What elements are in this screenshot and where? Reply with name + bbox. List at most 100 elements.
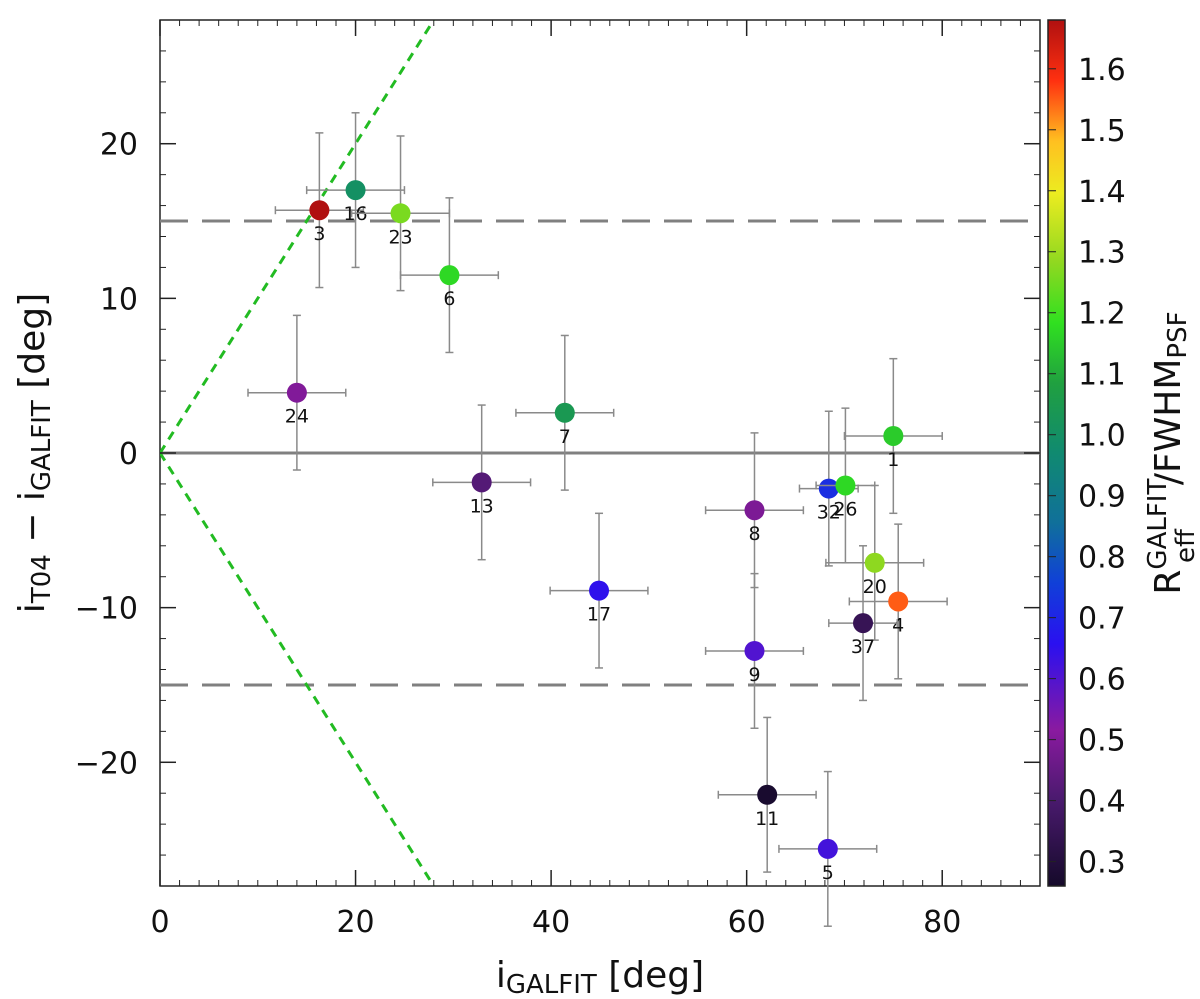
point-marker — [817, 838, 838, 859]
colorbar-tick-label-3: 0.6 — [1078, 663, 1126, 698]
point-label: 37 — [851, 636, 875, 658]
colorbar-tick-label-4: 0.7 — [1078, 602, 1126, 637]
y-tick-label-4: 20 — [100, 128, 138, 163]
colorbar — [1047, 19, 1066, 887]
colorbar-tick-label-2: 0.5 — [1078, 724, 1126, 759]
point-marker — [818, 478, 839, 499]
x-axis-title: iGALFIT [deg] — [496, 955, 704, 999]
data-point-6: 6 — [399, 197, 500, 354]
point-marker — [864, 552, 885, 573]
colorbar-tick-label-10: 1.3 — [1078, 236, 1126, 271]
point-label: 1 — [887, 449, 899, 471]
colorbar-tick-label-13: 1.6 — [1078, 53, 1126, 88]
point-label: 13 — [470, 495, 494, 517]
point-label: 16 — [343, 203, 367, 225]
point-marker — [883, 425, 904, 446]
y-tick-label-2: 0 — [119, 437, 138, 472]
x-tick-label-1: 20 — [336, 905, 374, 940]
y-axis-title-main1: i — [12, 603, 53, 613]
colorbar-tick-label-1: 0.4 — [1078, 785, 1126, 820]
data-point-16: 16 — [305, 112, 406, 269]
point-marker — [345, 180, 366, 201]
point-label: 32 — [817, 502, 841, 524]
data-point-26: 26 — [815, 407, 876, 564]
data-point-24: 24 — [247, 314, 347, 471]
data-point-37: 37 — [828, 545, 898, 702]
data-point-3: 3 — [274, 132, 365, 289]
x-tick-label-4: 80 — [923, 905, 961, 940]
x-tick-label-3: 60 — [728, 905, 766, 940]
diagonal-line-upper — [160, 20, 436, 454]
colorbar-title-sub: eff — [1171, 528, 1200, 563]
point-marker — [471, 472, 492, 493]
tick-labels: 0 20 40 60 80 −20 −10 0 10 20 — [75, 128, 962, 940]
data-point-23: 23 — [350, 135, 451, 292]
data-point-32: 32 — [798, 410, 859, 567]
point-marker — [554, 402, 575, 423]
point-label: 20 — [863, 576, 887, 598]
colorbar-tick-label-8: 1.1 — [1078, 358, 1126, 393]
y-tick-label-1: −10 — [75, 592, 138, 627]
x-axis-title-main: i — [496, 955, 506, 996]
point-marker — [835, 475, 856, 496]
colorbar-tick-label-7: 1.0 — [1078, 419, 1126, 454]
colorbar-title: RGALFITeff/FWHMPSF — [1143, 311, 1200, 594]
colorbar-tick-label-11: 1.4 — [1078, 175, 1126, 210]
point-marker — [286, 382, 307, 403]
data-point-8: 8 — [704, 432, 805, 589]
y-axis-title-minus: − — [12, 501, 53, 554]
point-marker — [744, 500, 765, 521]
data-point-17: 17 — [549, 512, 649, 669]
x-axis-title-sub: GALFIT — [506, 970, 597, 999]
point-label: 4 — [892, 614, 904, 636]
diagonal-line-lower — [160, 452, 436, 886]
point-marker — [390, 203, 411, 224]
colorbar-title-slash: /FWHM — [1148, 359, 1189, 486]
data-point-9: 9 — [704, 572, 805, 730]
axis-ticks — [159, 19, 1041, 887]
point-label: 8 — [748, 523, 760, 545]
data-point-11: 11 — [717, 716, 817, 873]
colorbar-ticks: 0.3 0.4 0.5 0.6 0.7 0.8 0.9 1.0 1.1 1.2 1.3 1.4 1.5 1… — [1048, 53, 1126, 881]
point-label: 6 — [443, 288, 455, 310]
point-label: 3 — [313, 223, 325, 245]
colorbar-title-main: R — [1148, 570, 1189, 595]
colorbar-tick-label-12: 1.5 — [1078, 114, 1126, 149]
point-marker — [757, 784, 778, 805]
y-axis-title-main2: i — [12, 491, 53, 501]
point-marker — [589, 580, 610, 601]
point-label: 11 — [755, 808, 779, 830]
y-axis-title-unit: [deg] — [12, 293, 53, 400]
data-point-7: 7 — [515, 334, 615, 491]
data-point-5: 5 — [778, 770, 878, 927]
point-label: 7 — [559, 426, 571, 448]
point-marker — [744, 640, 765, 661]
x-axis-title-unit: [deg] — [597, 955, 704, 996]
x-tick-label-0: 0 — [150, 905, 169, 940]
point-label: 9 — [748, 664, 760, 686]
colorbar-title-sub2: PSF — [1163, 311, 1193, 358]
point-label: 5 — [822, 862, 834, 884]
colorbar-tick-label-5: 0.8 — [1078, 541, 1126, 576]
point-marker — [309, 200, 330, 221]
y-tick-label-0: −20 — [75, 746, 138, 781]
y-axis-title-sub1: T04 — [27, 554, 57, 604]
y-tick-label-3: 10 — [100, 282, 138, 317]
point-marker — [439, 265, 460, 286]
y-axis-title: iT04 − iGALFIT [deg] — [12, 293, 57, 613]
point-marker — [888, 591, 909, 612]
x-tick-label-2: 40 — [532, 905, 570, 940]
point-label: 23 — [388, 226, 412, 248]
colorbar-title-sup: GALFIT — [1143, 479, 1173, 570]
point-marker — [853, 613, 874, 634]
colorbar-tick-label-0: 0.3 — [1078, 846, 1126, 881]
point-label: 17 — [587, 604, 611, 626]
data-point-4: 4 — [848, 523, 948, 680]
reference-lines — [160, 20, 1040, 886]
colorbar-tick-label-6: 0.9 — [1078, 480, 1126, 515]
point-label: 26 — [833, 498, 857, 520]
data-point-13: 13 — [432, 404, 532, 561]
colorbar-tick-label-9: 1.2 — [1078, 297, 1126, 332]
